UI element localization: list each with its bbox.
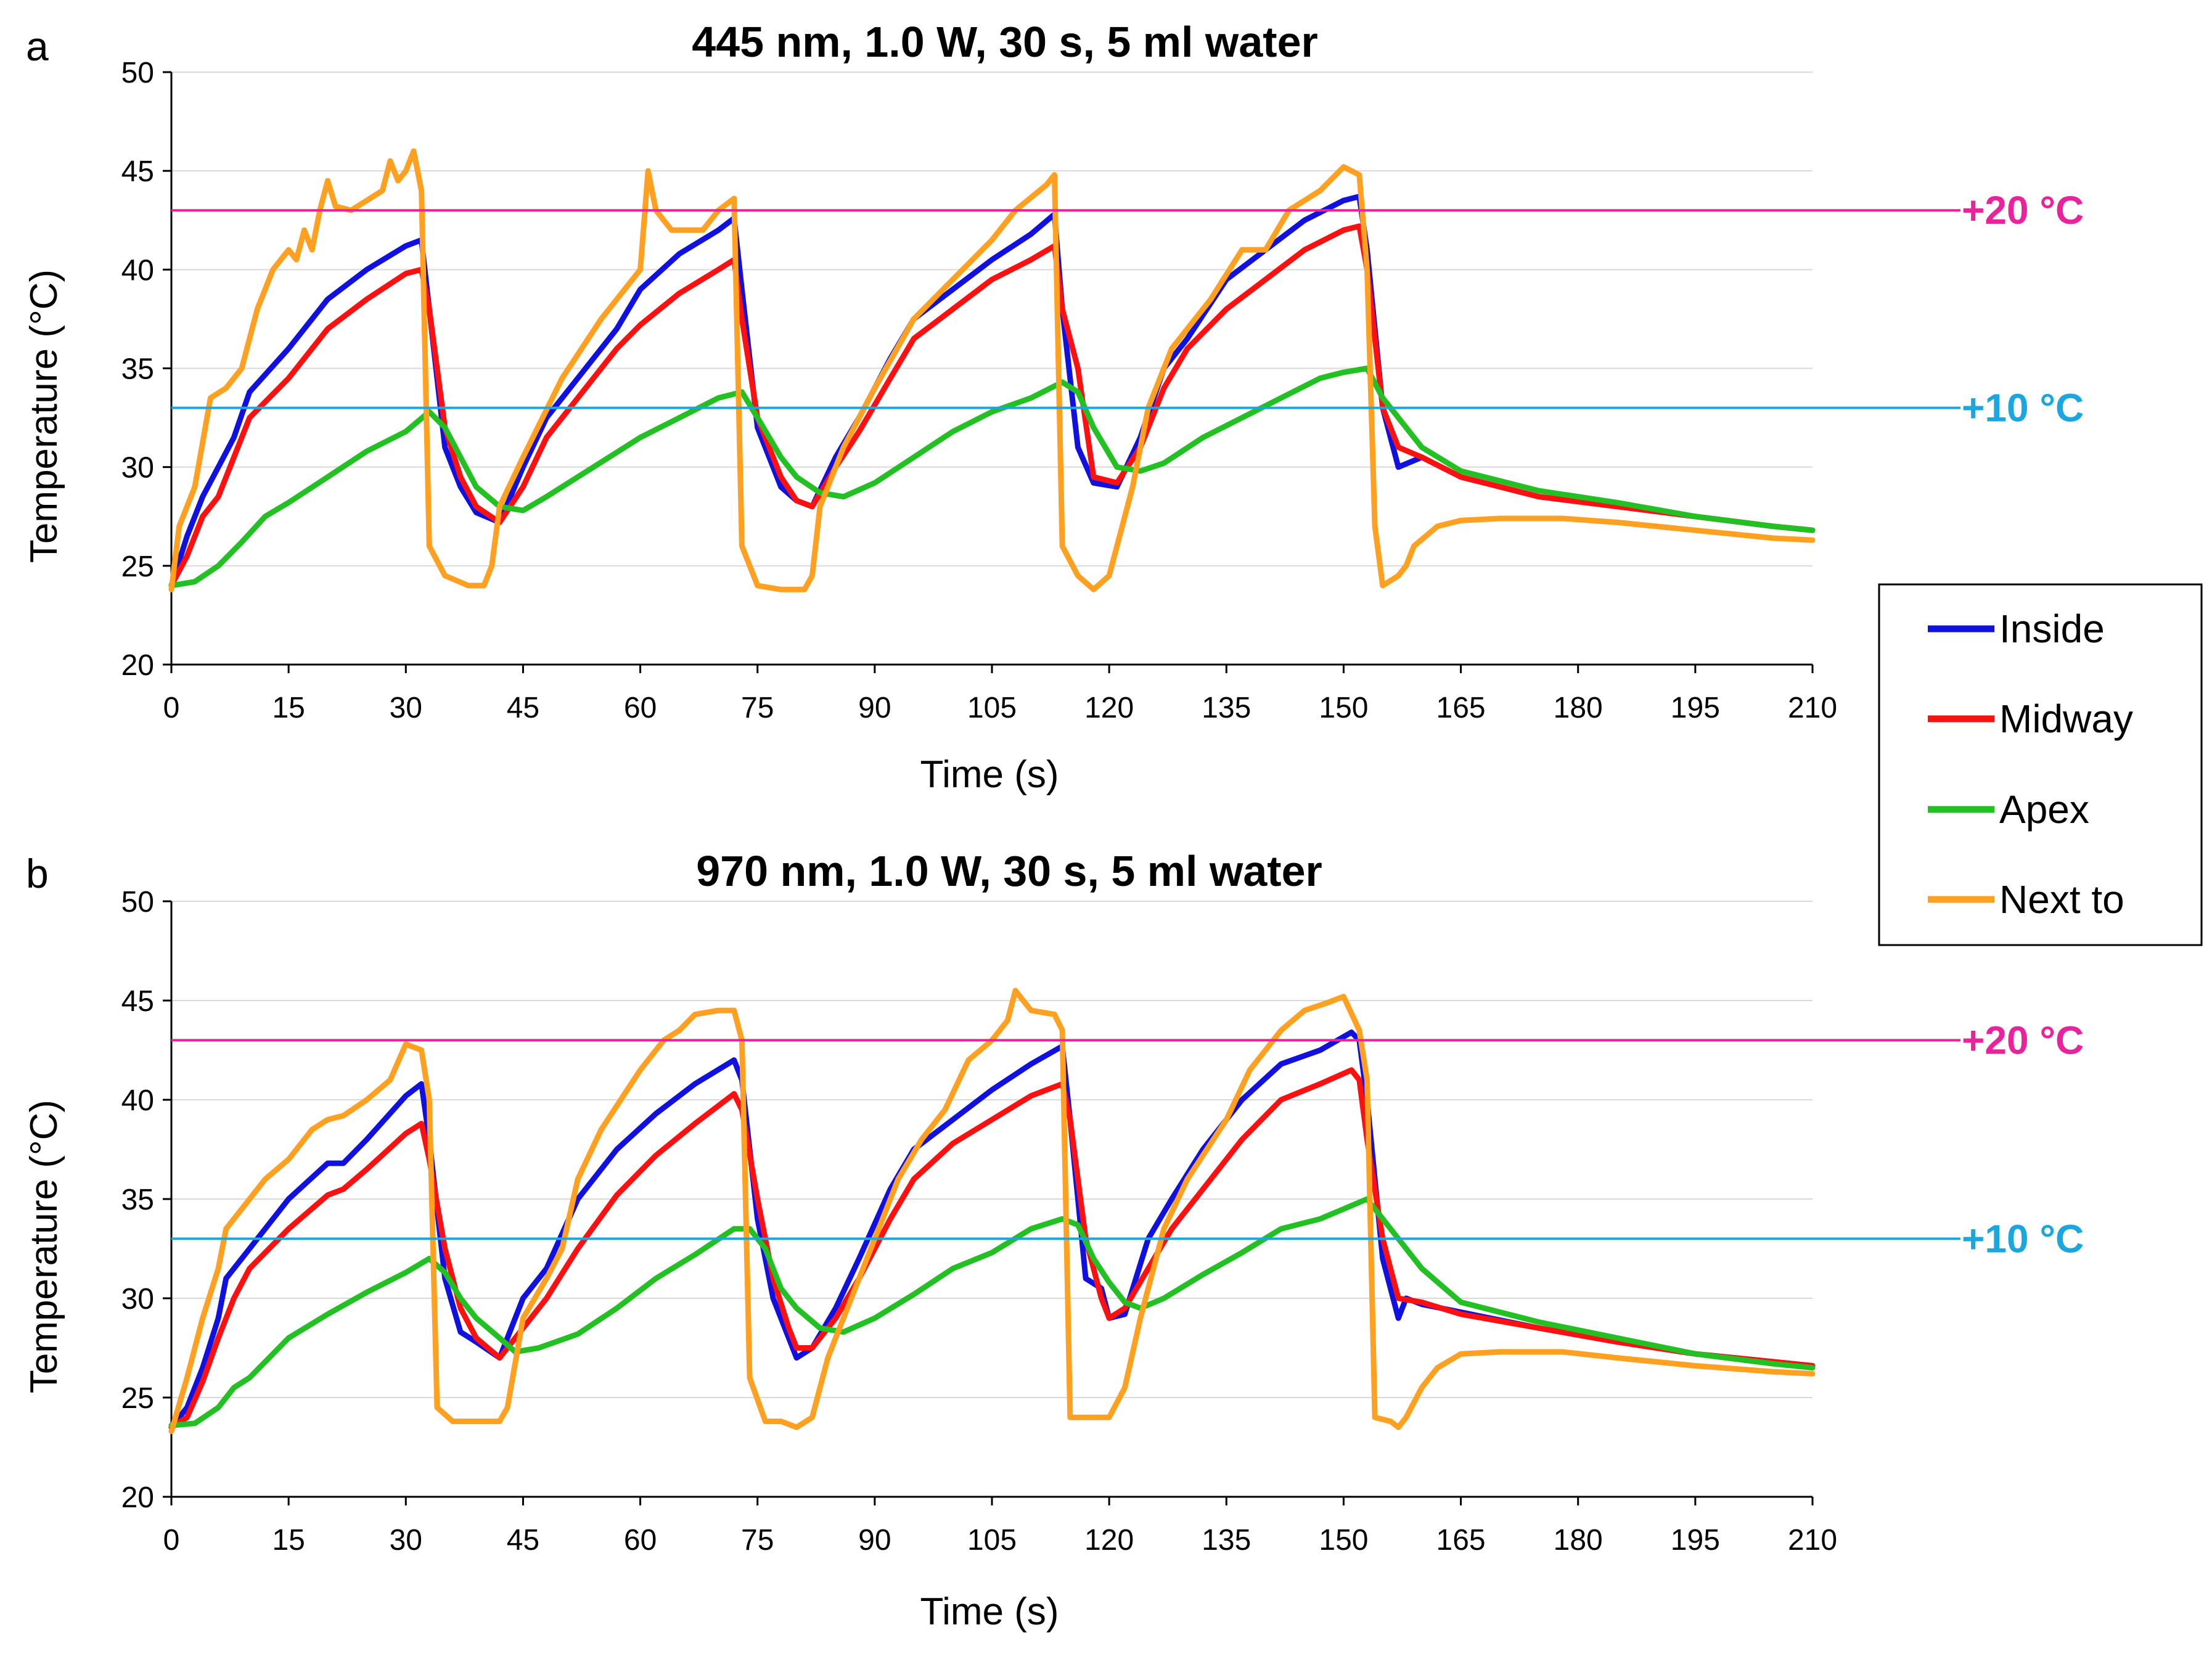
y-tick-label-40-a: 40 <box>121 254 154 287</box>
x-tick-label-150-b: 150 <box>1319 1524 1368 1557</box>
y-tick-label-20-a: 20 <box>121 649 154 682</box>
x-tick-label-90-b: 90 <box>858 1524 891 1557</box>
legend-label-inside: Inside <box>1999 607 2105 651</box>
x-tick-label-75-a: 75 <box>741 692 774 724</box>
x-tick-label-150-a: 150 <box>1319 692 1368 724</box>
series-line-midway-a <box>168 223 1816 589</box>
panel-letter-a: a <box>26 23 49 69</box>
y-tick-label-30-b: 30 <box>121 1283 154 1316</box>
x-tick-label-0-a: 0 <box>163 692 180 724</box>
plot-area-b: 20 25 30 35 40 45 50 0 15 30 45 60 75 90 105 120 135 150 1… <box>121 886 2084 1557</box>
x-tick-label-105-b: 105 <box>967 1524 1017 1557</box>
x-tick-label-210-a: 210 <box>1788 692 1837 724</box>
y-tick-label-40-b: 40 <box>121 1084 154 1117</box>
y-tick-label-25-a: 25 <box>121 551 154 583</box>
series-line-apex-b <box>168 1196 1816 1428</box>
legend-box <box>1878 583 2203 946</box>
panel-b: b 970 nm, 1.0 W, 30 s, 5 ml water 20 25 30… <box>23 847 2084 1633</box>
x-tick-label-180-a: 180 <box>1554 692 1603 724</box>
x-tick-label-135-b: 135 <box>1202 1524 1251 1557</box>
y-tick-label-20-b: 20 <box>121 1481 154 1514</box>
legend-label-apex: Apex <box>1999 787 2089 832</box>
legend-item-inside: Inside <box>1928 607 2105 651</box>
series-line-next-to-b <box>168 988 1816 1435</box>
y-tick-label-50-b: 50 <box>121 886 154 919</box>
x-tick-label-75-b: 75 <box>741 1524 774 1557</box>
x-tick-label-15-b: 15 <box>272 1524 305 1557</box>
x-tick-label-60-a: 60 <box>624 692 657 724</box>
legend-label-next-to: Next to <box>1999 877 2124 922</box>
x-axis-label-b: Time (s) <box>920 1591 1059 1633</box>
x-tick-label-165-a: 165 <box>1436 692 1486 724</box>
x-tick-label-30-b: 30 <box>390 1524 422 1557</box>
x-tick-label-195-a: 195 <box>1671 692 1720 724</box>
plot-area-a: 20 25 30 35 40 45 50 0 15 30 45 60 75 90 105 120 135 150 1… <box>121 57 2084 724</box>
x-tick-label-0-b: 0 <box>163 1524 180 1557</box>
reference-label-43-a: +20 °C <box>1962 188 2084 232</box>
x-tick-label-45-a: 45 <box>507 692 539 724</box>
x-tick-label-15-a: 15 <box>272 692 305 724</box>
series-line-inside-a <box>168 194 1816 589</box>
legend: Inside Midway Apex Next to <box>1878 583 2203 946</box>
series-line-inside-b <box>168 1030 1816 1430</box>
x-axis-label-a: Time (s) <box>920 753 1059 796</box>
reference-label-33-a: +10 °C <box>1962 386 2084 430</box>
reference-label-33-b: +10 °C <box>1962 1216 2084 1261</box>
legend-item-midway: Midway <box>1928 697 2133 741</box>
x-tick-label-135-a: 135 <box>1202 692 1251 724</box>
legend-label-midway: Midway <box>1999 697 2133 741</box>
series-line-midway-b <box>168 1067 1816 1430</box>
series-line-next-to-a <box>168 148 1816 592</box>
x-tick-label-120-b: 120 <box>1084 1524 1134 1557</box>
x-tick-label-120-a: 120 <box>1084 692 1134 724</box>
x-tick-label-210-b: 210 <box>1788 1524 1837 1557</box>
y-tick-label-45-a: 45 <box>121 155 154 188</box>
x-tick-label-45-b: 45 <box>507 1524 539 1557</box>
panel-letter-b: b <box>26 851 49 896</box>
x-tick-label-90-a: 90 <box>858 692 891 724</box>
chart-title-b: 970 nm, 1.0 W, 30 s, 5 ml water <box>696 847 1322 895</box>
legend-item-next-to: Next to <box>1928 877 2124 922</box>
y-axis-label-b: Temperature (°C) <box>23 1100 65 1393</box>
x-tick-label-180-b: 180 <box>1554 1524 1603 1557</box>
x-tick-label-60-b: 60 <box>624 1524 657 1557</box>
series-line-apex-a <box>168 366 1816 589</box>
x-tick-label-30-a: 30 <box>390 692 422 724</box>
y-tick-label-45-b: 45 <box>121 985 154 1018</box>
y-tick-label-35-b: 35 <box>121 1184 154 1216</box>
x-tick-label-105-a: 105 <box>967 692 1017 724</box>
chart-title-a: 445 nm, 1.0 W, 30 s, 5 ml water <box>692 18 1318 66</box>
y-axis-label-a: Temperature (°C) <box>23 269 65 563</box>
reference-label-43-b: +20 °C <box>1962 1018 2084 1062</box>
y-tick-label-30-a: 30 <box>121 452 154 485</box>
x-tick-label-195-b: 195 <box>1671 1524 1720 1557</box>
x-tick-label-165-b: 165 <box>1436 1524 1486 1557</box>
y-tick-label-35-a: 35 <box>121 353 154 386</box>
legend-item-apex: Apex <box>1928 787 2089 832</box>
panel-a: a 445 nm, 1.0 W, 30 s, 5 ml water 20 25 30… <box>23 18 2084 796</box>
y-tick-label-25-b: 25 <box>121 1382 154 1415</box>
y-tick-label-50-a: 50 <box>121 57 154 89</box>
